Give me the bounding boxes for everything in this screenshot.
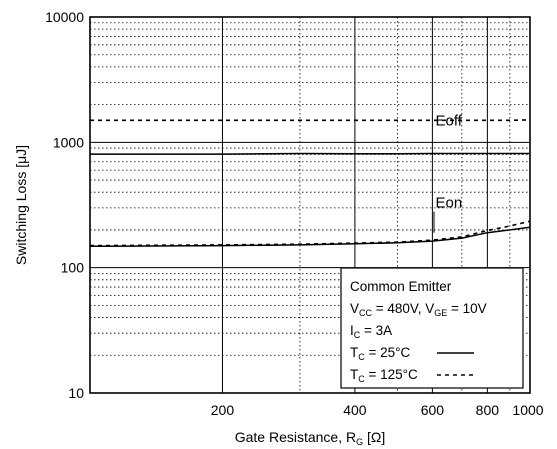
curve-label-eon: Eon xyxy=(436,195,463,212)
x-axis-label-unit: [Ω] xyxy=(363,429,385,445)
legend-text: T xyxy=(350,345,358,360)
legend-text: = 3A xyxy=(360,323,392,338)
curve-label-eoff: Eoff xyxy=(436,112,463,129)
y-axis-label: Switching Loss [μJ] xyxy=(13,145,29,265)
legend-text: V xyxy=(350,301,359,316)
plot-frame xyxy=(89,16,531,394)
x-tick-label: 400 xyxy=(343,402,367,418)
x-tick-label: 200 xyxy=(211,402,235,418)
x-axis-label-main: Gate Resistance, R xyxy=(235,429,356,445)
legend-text: = 125°C xyxy=(365,367,418,382)
x-tick-label: 1000 xyxy=(512,402,543,418)
legend-line-ic: IC = 3A xyxy=(350,323,392,340)
x-tick-label: 800 xyxy=(476,402,500,418)
legend-line-v: VCC = 480V, VGE = 10V xyxy=(350,301,487,318)
legend-text: T xyxy=(350,367,358,382)
legend-line-title: Common Emitter xyxy=(350,279,452,294)
legend-subscript: GE xyxy=(434,308,447,318)
series-eoff-25c-line xyxy=(90,152,530,155)
legend-box xyxy=(340,267,524,389)
legend-subscript: C xyxy=(354,330,361,340)
y-tick-label: 1000 xyxy=(53,134,84,150)
legend-text: I xyxy=(350,323,354,338)
y-tick-label: 10000 xyxy=(45,9,84,25)
legend-line-tc25: TC = 25°C xyxy=(350,345,411,362)
x-axis-label-sub: G xyxy=(356,437,363,447)
legend-subscript: CC xyxy=(359,308,372,318)
legend-text: = 480V, V xyxy=(372,301,434,316)
series-eon-125c-line xyxy=(89,220,531,247)
legend-text: Common Emitter xyxy=(350,279,452,294)
legend-text: = 25°C xyxy=(365,345,411,360)
x-tick-label: 600 xyxy=(421,402,445,418)
legend-line-tc125: TC = 125°C xyxy=(350,367,418,384)
tick-labels: 10 100 1000 10000 200 400 600 800 1000 xyxy=(45,9,544,418)
y-tick-label: 10 xyxy=(68,385,84,401)
y-tick-label: 100 xyxy=(61,260,85,276)
legend-subscript: C xyxy=(358,374,365,384)
legend-subscript: C xyxy=(358,352,365,362)
series-layer xyxy=(89,119,531,248)
grid-lines xyxy=(90,17,530,393)
x-axis-label: Gate Resistance, RG [Ω] xyxy=(235,429,386,447)
curve-labels: Eoff Eon xyxy=(433,112,463,233)
legend-text: = 10V xyxy=(447,301,486,316)
